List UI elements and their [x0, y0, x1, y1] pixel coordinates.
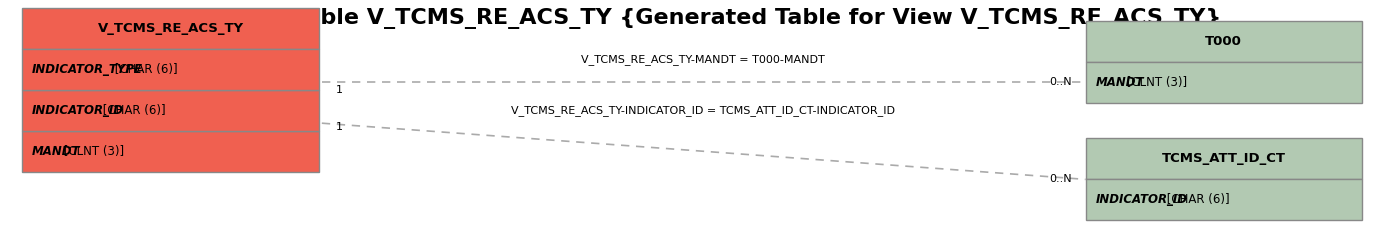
Text: MANDT: MANDT [32, 145, 80, 158]
FancyBboxPatch shape [22, 49, 320, 90]
Text: 0..N: 0..N [1049, 174, 1071, 184]
Text: SAP ABAP table V_TCMS_RE_ACS_TY {Generated Table for View V_TCMS_RE_ACS_TY}: SAP ABAP table V_TCMS_RE_ACS_TY {Generat… [162, 9, 1222, 29]
Text: [CHAR (6)]: [CHAR (6)] [100, 104, 166, 117]
FancyBboxPatch shape [1085, 179, 1362, 220]
FancyBboxPatch shape [22, 131, 320, 172]
Text: [CLNT (3)]: [CLNT (3)] [1124, 76, 1187, 89]
FancyBboxPatch shape [1085, 138, 1362, 179]
Text: INDICATOR_ID: INDICATOR_ID [32, 104, 123, 117]
Text: T000: T000 [1205, 35, 1243, 48]
Text: [CHAR (6)]: [CHAR (6)] [111, 64, 177, 76]
FancyBboxPatch shape [22, 9, 320, 49]
Text: 1: 1 [336, 85, 343, 96]
Text: TCMS_ATT_ID_CT: TCMS_ATT_ID_CT [1161, 152, 1286, 165]
Text: 1: 1 [336, 122, 343, 132]
Text: MANDT: MANDT [1095, 76, 1143, 89]
Text: [CHAR (6)]: [CHAR (6)] [1163, 193, 1229, 206]
Text: 0..N: 0..N [1049, 77, 1071, 87]
Text: V_TCMS_RE_ACS_TY-MANDT = T000-MANDT: V_TCMS_RE_ACS_TY-MANDT = T000-MANDT [581, 55, 825, 65]
Text: V_TCMS_RE_ACS_TY-INDICATOR_ID = TCMS_ATT_ID_CT-INDICATOR_ID: V_TCMS_RE_ACS_TY-INDICATOR_ID = TCMS_ATT… [511, 105, 895, 116]
FancyBboxPatch shape [22, 90, 320, 131]
Text: INDICATOR_ID: INDICATOR_ID [1095, 193, 1187, 206]
FancyBboxPatch shape [1085, 62, 1362, 103]
Text: [CLNT (3)]: [CLNT (3)] [60, 145, 125, 158]
Text: INDICATOR_TYPE: INDICATOR_TYPE [32, 64, 143, 76]
FancyBboxPatch shape [1085, 21, 1362, 62]
Text: V_TCMS_RE_ACS_TY: V_TCMS_RE_ACS_TY [97, 23, 244, 35]
